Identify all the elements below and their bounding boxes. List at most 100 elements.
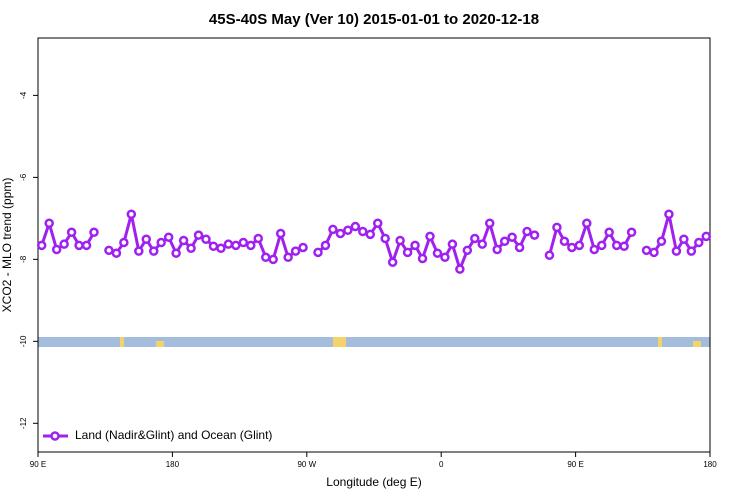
point — [343, 225, 353, 235]
point — [193, 230, 204, 240]
point — [298, 242, 308, 253]
point — [335, 228, 346, 239]
point — [671, 246, 682, 256]
point — [231, 240, 241, 251]
point — [455, 264, 465, 274]
point — [163, 232, 174, 242]
point — [567, 242, 577, 253]
point — [111, 248, 122, 258]
legend-label: Land (Nadir&Glint) and Ocean (Glint) — [75, 428, 272, 442]
point — [51, 244, 62, 255]
point — [514, 242, 525, 253]
y-tick-label: -6 — [19, 173, 28, 181]
point — [499, 236, 510, 247]
point — [268, 254, 278, 265]
point — [447, 239, 458, 249]
point — [171, 248, 181, 258]
point — [387, 257, 398, 267]
x-tick-label: 180 — [166, 460, 180, 469]
point — [477, 239, 488, 249]
point — [492, 244, 502, 255]
point — [664, 209, 674, 220]
point — [313, 247, 323, 258]
point — [417, 253, 428, 264]
point — [679, 234, 689, 245]
point — [544, 250, 555, 260]
point — [156, 237, 166, 248]
point — [507, 232, 517, 242]
point — [611, 240, 622, 251]
point — [246, 240, 256, 251]
point — [238, 237, 249, 248]
x-tick-label: 0 — [439, 460, 444, 469]
x-axis-label: Longitude (deg E) — [326, 475, 421, 489]
point — [119, 237, 129, 248]
legend-marker — [50, 431, 60, 441]
point — [604, 227, 614, 238]
point — [372, 218, 383, 229]
x-tick-label: 90 E — [30, 460, 46, 469]
point — [694, 237, 704, 248]
point — [275, 228, 286, 239]
point — [574, 240, 585, 251]
point — [440, 252, 450, 263]
point — [641, 245, 652, 256]
point — [36, 240, 47, 251]
y-tick-label: -8 — [19, 255, 28, 263]
point — [462, 245, 473, 256]
point — [582, 218, 592, 229]
point — [559, 236, 570, 247]
point — [260, 252, 271, 263]
x-tick-label: 180 — [703, 460, 717, 469]
y-tick-label: -10 — [19, 335, 28, 347]
point — [686, 246, 697, 256]
surface-strip — [38, 337, 710, 347]
point — [44, 218, 54, 229]
point — [701, 231, 712, 242]
point — [178, 235, 189, 246]
point — [365, 229, 376, 240]
point — [59, 239, 69, 249]
x-tick-label: 90 E — [567, 460, 583, 469]
point — [134, 246, 144, 256]
point — [148, 246, 159, 256]
point — [626, 227, 637, 238]
point — [350, 221, 361, 232]
chart-title: 45S-40S May (Ver 10) 2015-01-01 to 2020-… — [209, 11, 539, 28]
point — [358, 226, 368, 237]
point — [425, 231, 435, 242]
point — [253, 233, 264, 244]
point — [186, 243, 196, 254]
point — [410, 240, 420, 251]
point — [522, 226, 532, 237]
point — [141, 234, 152, 245]
point — [320, 240, 331, 251]
point — [216, 243, 226, 254]
point — [552, 222, 562, 233]
y-tick-label: -12 — [19, 417, 28, 429]
x-tick-label: 90 W — [297, 460, 316, 469]
point — [223, 239, 234, 249]
point — [380, 233, 390, 244]
point — [529, 230, 540, 240]
point — [290, 246, 301, 256]
point — [395, 235, 405, 246]
point — [589, 244, 600, 255]
point — [432, 248, 443, 258]
point — [656, 236, 667, 247]
y-axis-label: XCO2 - MLO trend (ppm) — [0, 178, 14, 313]
y-tick-label: -4 — [19, 91, 28, 99]
point — [89, 227, 99, 238]
point — [208, 241, 219, 251]
point — [649, 247, 659, 258]
point — [81, 240, 92, 251]
point — [402, 247, 413, 258]
point — [470, 233, 480, 244]
point — [201, 234, 211, 245]
point — [74, 240, 84, 251]
point — [126, 209, 137, 220]
point — [619, 241, 629, 251]
point — [328, 224, 338, 235]
point — [104, 245, 114, 256]
